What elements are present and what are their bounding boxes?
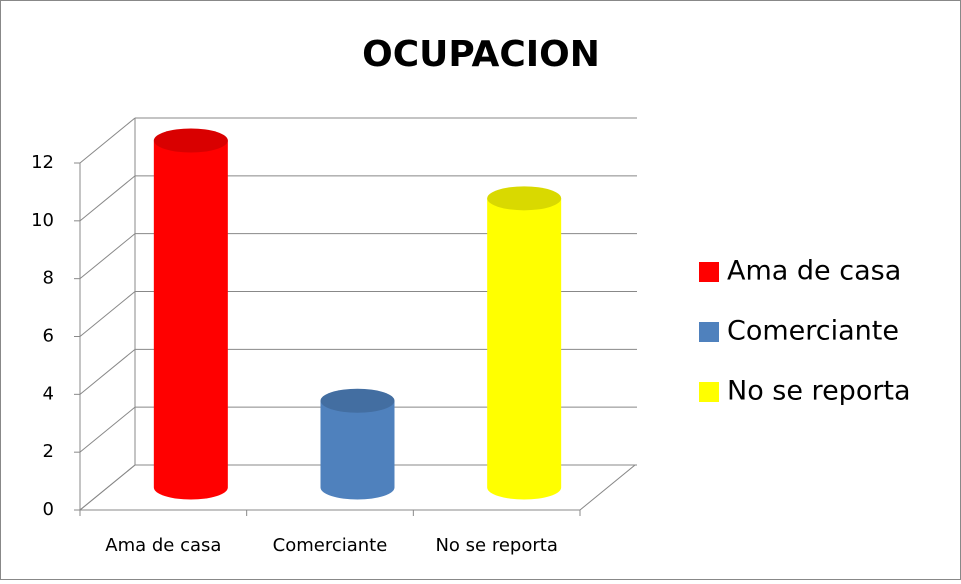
grid-line-side bbox=[79, 291, 136, 337]
grid-line-side bbox=[79, 406, 136, 453]
grid-line-side bbox=[79, 233, 136, 280]
y-tick-label: 4 bbox=[43, 383, 54, 404]
x-tick-label: Comerciante bbox=[273, 535, 388, 556]
legend-swatch bbox=[699, 262, 719, 282]
legend-swatch bbox=[699, 382, 719, 402]
bar bbox=[320, 400, 395, 500]
y-tick-label: 10 bbox=[31, 210, 54, 231]
legend-label: Comerciante bbox=[727, 316, 899, 347]
y-tick-label: 0 bbox=[43, 499, 54, 520]
legend-label: Ama de casa bbox=[727, 256, 901, 287]
grid-line-side bbox=[79, 117, 136, 164]
grid-line-side bbox=[79, 175, 136, 222]
x-tick-label: Ama de casa bbox=[105, 535, 221, 556]
y-tick-label: 12 bbox=[31, 152, 54, 173]
chart-title: OCUPACION bbox=[362, 34, 600, 75]
bar bbox=[153, 140, 228, 500]
legend-label: No se reporta bbox=[727, 376, 911, 407]
x-tick-label: No se reporta bbox=[435, 535, 557, 556]
bar-top bbox=[153, 128, 228, 153]
grid-line-side bbox=[79, 348, 136, 395]
grid-line-side bbox=[79, 464, 136, 511]
legend-swatch bbox=[699, 322, 719, 342]
bar-top bbox=[487, 186, 562, 211]
bar bbox=[487, 198, 562, 500]
y-tick-label: 2 bbox=[43, 441, 54, 462]
y-tick-label: 8 bbox=[43, 268, 54, 289]
bar-top bbox=[320, 388, 395, 413]
y-tick-label: 6 bbox=[43, 326, 54, 347]
